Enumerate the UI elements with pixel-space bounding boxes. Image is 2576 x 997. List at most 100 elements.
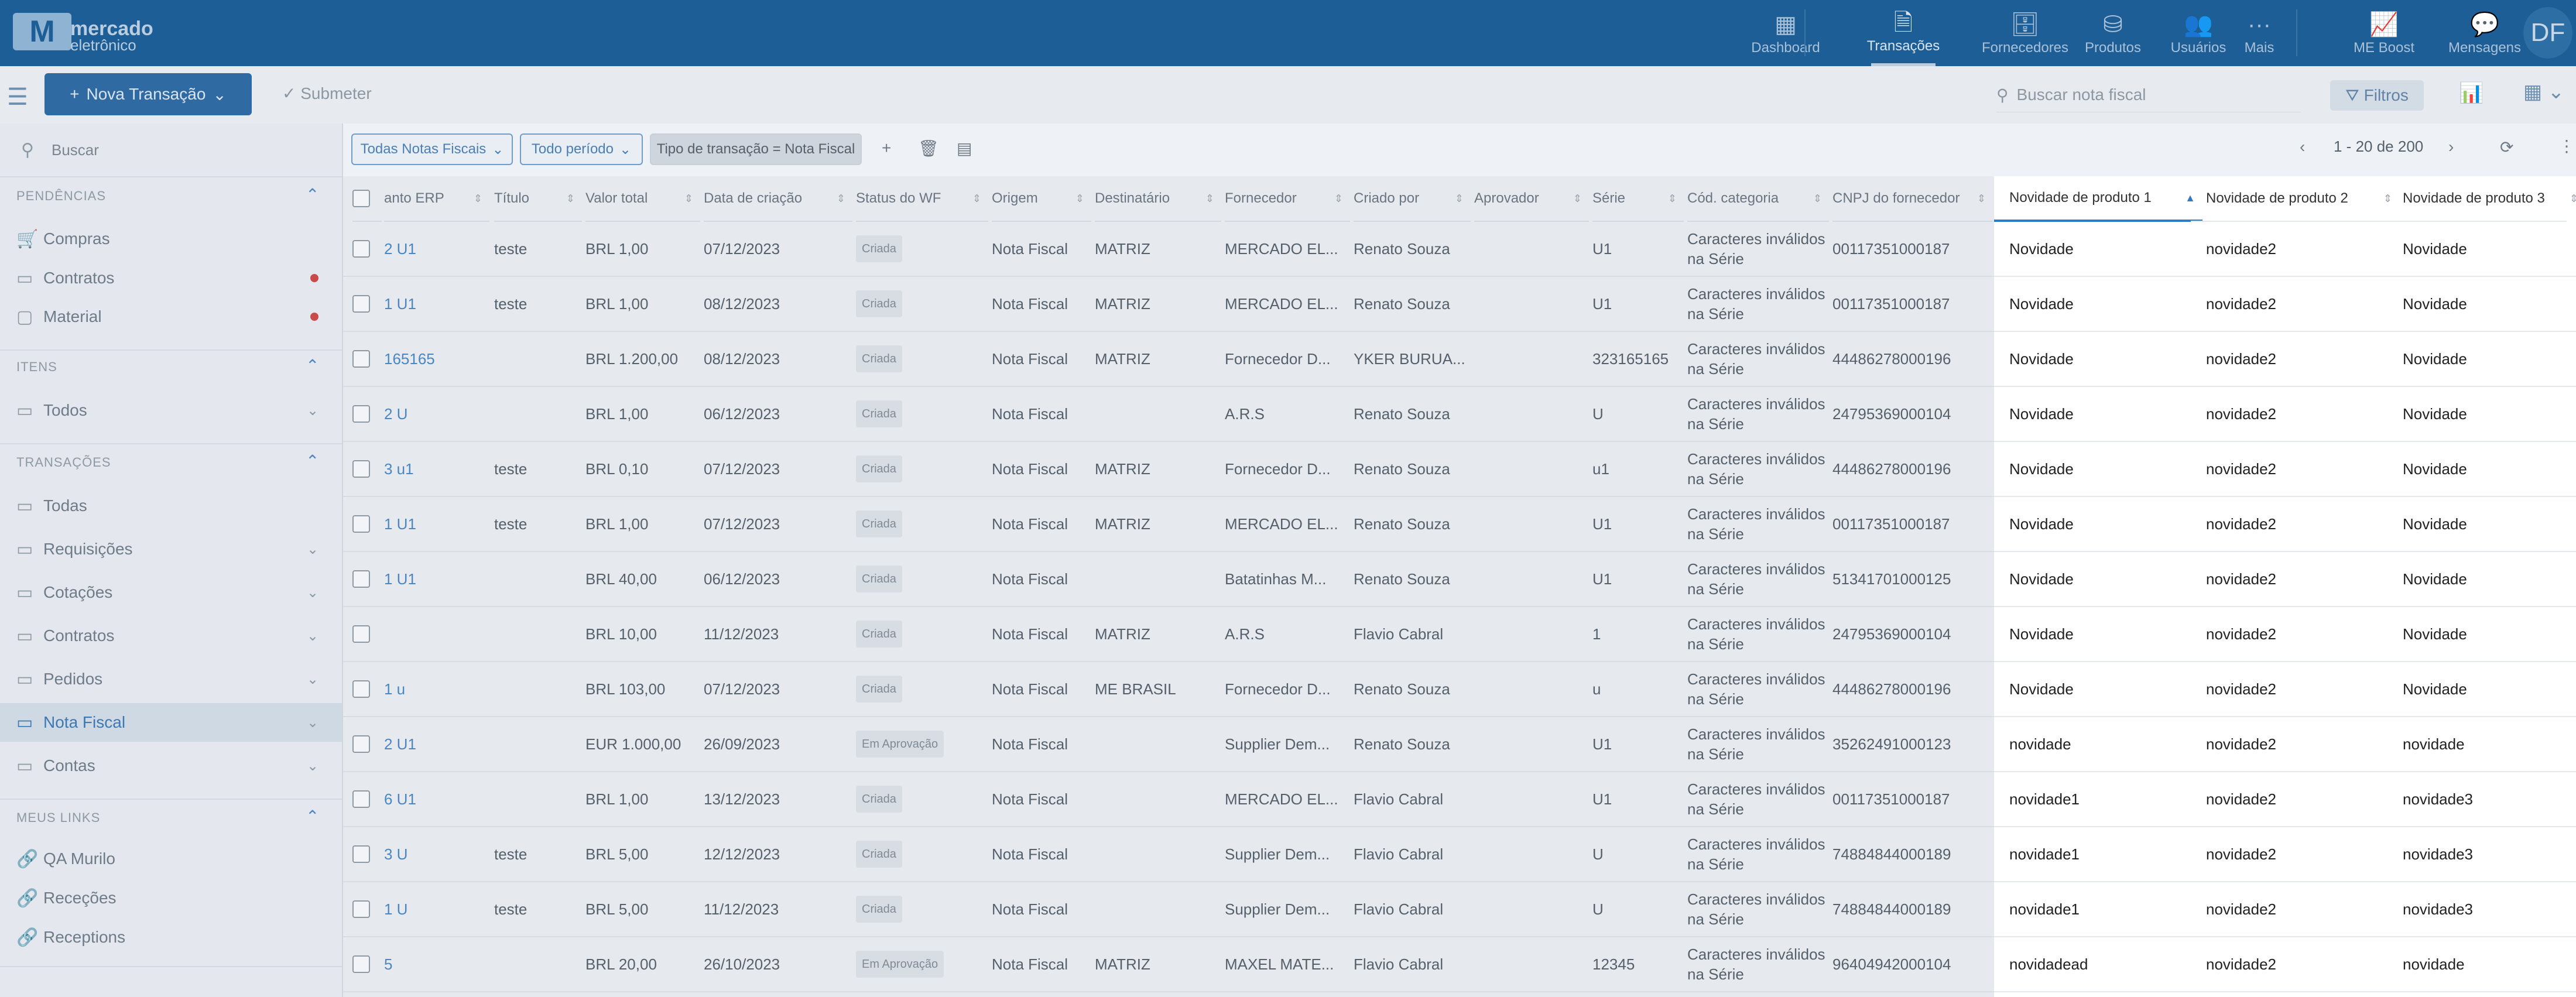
row-checkbox[interactable] (352, 350, 370, 368)
sidebar-item-contas[interactable]: ▭ Contas ⌄ (0, 746, 342, 785)
nav-item-mensagens[interactable]: 💬 Mensagens (2444, 0, 2526, 66)
refresh-icon[interactable]: ⟳ (2500, 138, 2514, 156)
grid-view-icon[interactable]: ▦ ⌄ (2523, 81, 2565, 103)
column-header[interactable]: Valor total ⇕ (585, 176, 700, 222)
column-header-product-news-2[interactable]: Novidade de produto 2 ⇕ (2191, 176, 2399, 222)
sort-icon[interactable]: ⇕ (2383, 192, 2392, 204)
chevron-left-icon[interactable]: ‹ (2300, 138, 2306, 156)
sort-icon[interactable]: ▲ (2185, 191, 2195, 204)
sidebar-item-material[interactable]: ▢ Material (0, 297, 342, 336)
table-row-highlighted[interactable]: Novidade novidade2 Novidade (1994, 277, 2576, 332)
table-row-highlighted[interactable]: Novidade novidade2 Novidade (1994, 222, 2576, 277)
row-checkbox[interactable] (352, 515, 370, 533)
table-row[interactable]: 2 U BRL 1,00 06/12/2023 Criada Nota Fiscal A.… (343, 387, 2576, 442)
table-cell[interactable]: 1 U (384, 882, 489, 936)
sort-icon[interactable]: ⇕ (1813, 192, 1822, 204)
table-cell[interactable]: 6 U1 (384, 772, 489, 826)
nav-item-usu-rios[interactable]: 👥 Usuários (2166, 0, 2231, 66)
table-row[interactable]: 6 U1 BRL 1,00 13/12/2023 Criada Nota Fiscal M… (343, 772, 2576, 827)
sidebar-item-todas[interactable]: ▭ Todas (0, 486, 342, 525)
table-cell[interactable]: 165165 (384, 332, 489, 386)
table-cell[interactable]: 2 U (384, 387, 489, 441)
table-row-highlighted[interactable]: Novidade novidade2 Novidade (1994, 662, 2576, 717)
row-checkbox[interactable] (352, 680, 370, 698)
sidebar-item-requisi-es[interactable]: ▭ Requisições ⌄ (0, 530, 342, 568)
table-row[interactable]: 1 U teste BRL 5,00 11/12/2023 Criada Nota Fis… (343, 882, 2576, 937)
table-row[interactable]: 3 u1 teste BRL 0,10 07/12/2023 Criada Nota Fi… (343, 442, 2576, 497)
submit-button[interactable]: ✓ Submeter (282, 84, 372, 103)
table-row-highlighted[interactable]: novidadead novidade2 novidade (1994, 937, 2576, 992)
sidebar-item-qa-murilo[interactable]: 🔗 QA Murilo (0, 840, 342, 878)
chevron-down-icon[interactable]: ⌄ (307, 584, 319, 601)
sort-icon[interactable]: ⇕ (1075, 192, 1084, 204)
sidebar-item-cota-es[interactable]: ▭ Cotações ⌄ (0, 573, 342, 612)
add-filter-icon[interactable]: + (882, 139, 892, 157)
sidebar-item-contratos[interactable]: ▭ Contratos ⌄ (0, 616, 342, 655)
table-cell[interactable]: 1 U1 (384, 497, 489, 551)
chevron-down-icon[interactable]: ⌄ (307, 628, 319, 644)
row-checkbox[interactable] (352, 570, 370, 588)
chevron-up-icon[interactable]: ⌃ (306, 807, 320, 825)
chevron-up-icon[interactable]: ⌃ (306, 357, 320, 375)
table-row-highlighted[interactable]: novidade1 novidade2 novidade3 (1994, 772, 2576, 827)
column-header[interactable]: CNPJ do fornecedor ⇕ (1832, 176, 1993, 222)
row-checkbox[interactable] (352, 625, 370, 643)
sort-icon[interactable]: ⇕ (836, 192, 845, 204)
table-cell[interactable]: 5 (384, 937, 489, 991)
table-cell[interactable]: 1 U1 (384, 552, 489, 606)
nav-item-me-boost[interactable]: 📈 ME Boost (2349, 0, 2419, 66)
sort-icon[interactable]: ⇕ (566, 192, 575, 204)
table-row-highlighted[interactable]: Novidade novidade2 Novidade (1994, 607, 2576, 662)
column-header-product-news-1[interactable]: Novidade de produto 1 ▲ (1994, 176, 2202, 222)
nav-item-transa-es[interactable]: 🗎 Transações (1867, 0, 1940, 66)
row-checkbox[interactable] (352, 735, 370, 753)
table-cell[interactable]: 3 u1 (384, 442, 489, 496)
sort-icon[interactable]: ⇕ (972, 192, 981, 204)
sort-icon[interactable]: ⇕ (1454, 192, 1464, 204)
table-cell[interactable]: 2 U1 (384, 717, 489, 771)
chevron-down-icon[interactable]: ⌄ (307, 541, 319, 557)
table-row-highlighted[interactable]: novidade1 novidade2 novidade3 (1994, 882, 2576, 937)
row-checkbox[interactable] (352, 460, 370, 478)
row-checkbox[interactable] (352, 900, 370, 918)
table-row-highlighted[interactable]: Novidade novidade2 Novidade (1994, 442, 2576, 497)
column-header[interactable]: Criado por ⇕ (1354, 176, 1471, 222)
brand-logo[interactable]: M (13, 13, 71, 50)
table-row[interactable]: 1 u BRL 103,00 07/12/2023 Criada Nota Fiscal… (343, 662, 2576, 717)
row-checkbox[interactable] (352, 240, 370, 258)
column-header[interactable]: Data de criação ⇕ (704, 176, 852, 222)
sidebar-item-contratos[interactable]: ▭ Contratos (0, 259, 342, 297)
chevron-up-icon[interactable]: ⌃ (306, 452, 320, 470)
table-row[interactable]: 2 U1 teste BRL 1,00 07/12/2023 Criada Nota Fi… (343, 222, 2576, 277)
user-avatar[interactable]: DF (2523, 7, 2572, 59)
period-filter-chip[interactable]: Todo período ⌄ (520, 133, 643, 165)
nav-item-mais[interactable]: ··· Mais (2239, 0, 2280, 66)
table-cell[interactable]: 3 U (384, 827, 489, 881)
column-header[interactable]: Origem ⇕ (992, 176, 1091, 222)
table-row[interactable]: BRL 10,00 11/12/2023 Criada Nota Fiscal MATR… (343, 607, 2576, 662)
sidebar-item-compras[interactable]: 🛒 Compras (0, 220, 342, 258)
sort-icon[interactable]: ⇕ (473, 192, 482, 204)
chart-icon[interactable]: 📊 (2459, 82, 2484, 104)
row-checkbox[interactable] (352, 845, 370, 863)
table-row[interactable]: 2 U1 EUR 1.000,00 26/09/2023 Em Aprovação No… (343, 717, 2576, 772)
transaction-type-filter-chip[interactable]: Tipo de transação = Nota Fiscal (650, 133, 862, 165)
sort-icon[interactable]: ⇕ (1667, 192, 1677, 204)
column-header[interactable]: Série ⇕ (1592, 176, 1684, 222)
row-checkbox[interactable] (352, 790, 370, 808)
chevron-down-icon[interactable]: ⌄ (307, 758, 319, 774)
table-row-highlighted[interactable]: Novidade novidade2 Novidade (1994, 332, 2576, 387)
sidebar-item-todos[interactable]: ▭ Todos ⌄ (0, 391, 342, 430)
sidebar-item-pedidos[interactable]: ▭ Pedidos ⌄ (0, 660, 342, 698)
sort-icon[interactable]: ⇕ (1573, 192, 1582, 204)
column-header[interactable]: Destinatário ⇕ (1095, 176, 1221, 222)
table-row-highlighted[interactable]: novidade1 novidade2 novidade3 (1994, 827, 2576, 882)
chevron-down-icon[interactable]: ⌄ (307, 671, 319, 687)
nav-item-fornecedores[interactable]: 🗄 Fornecedores (1981, 0, 2069, 66)
chevron-up-icon[interactable]: ⌃ (306, 186, 320, 204)
table-row[interactable]: 3 U teste BRL 5,00 12/12/2023 Criada Nota Fis… (343, 827, 2576, 882)
table-row[interactable]: 5 BRL 20,00 26/10/2023 Em Aprovação Nota Fis… (343, 937, 2576, 992)
hamburger-menu-icon[interactable]: ☰ (7, 84, 28, 110)
row-checkbox[interactable] (352, 955, 370, 973)
new-transaction-button[interactable]: + Nova Transação ⌄ (44, 73, 252, 115)
